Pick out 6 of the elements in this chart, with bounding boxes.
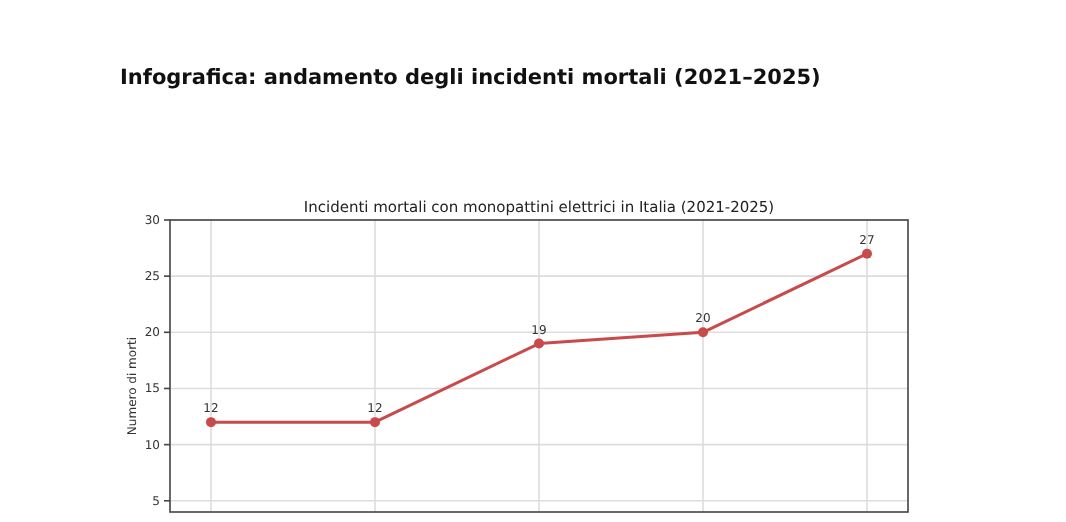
point — [698, 327, 708, 338]
chart-title: Infografica: andamento degli incidenti mortali (2021–2025) — [120, 66, 821, 90]
point — [862, 248, 872, 259]
point — [206, 417, 216, 428]
point — [370, 417, 380, 428]
point — [534, 338, 544, 349]
